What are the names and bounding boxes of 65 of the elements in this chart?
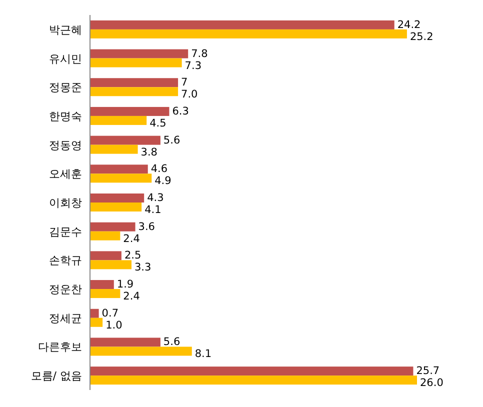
- data-label: 3.6: [138, 220, 156, 233]
- bar: [90, 231, 120, 240]
- data-label: 4.9: [154, 175, 172, 188]
- data-label: 1.9: [116, 278, 134, 291]
- data-label: 24.2: [397, 18, 421, 31]
- data-label: 7.8: [191, 48, 208, 60]
- y-tick-label: 다른후보: [38, 340, 82, 354]
- bar: [90, 164, 148, 174]
- y-tick-label: 이회창: [49, 196, 82, 210]
- y-tick-label: 모름/ 없음: [30, 370, 82, 383]
- bar: [90, 20, 394, 30]
- data-label: 8.1: [194, 348, 212, 360]
- bar: [90, 251, 122, 260]
- data-label: 4.5: [150, 117, 166, 130]
- y-tick-label: 김문수: [49, 225, 82, 238]
- data-label: 3.3: [134, 262, 152, 274]
- y-tick-label: 오세훈: [49, 168, 82, 181]
- bar: [90, 78, 178, 88]
- bar: [90, 29, 407, 38]
- data-label: 0.7: [102, 307, 119, 320]
- bar: [90, 338, 160, 347]
- bar: [90, 87, 178, 96]
- bar: [90, 194, 144, 202]
- y-tick-label: 한명숙: [49, 110, 82, 123]
- bar: [90, 280, 114, 290]
- y-tick-label: 손학규: [49, 254, 82, 268]
- data-label: 7: [181, 76, 188, 89]
- bar: [90, 116, 147, 125]
- data-label: 1.0: [106, 319, 122, 332]
- bar: [90, 346, 192, 356]
- data-label: 3.8: [140, 146, 158, 158]
- data-label: 2.5: [124, 250, 142, 262]
- y-tick-label: 정동영: [49, 138, 82, 152]
- y-tick-label: 박근혜: [49, 23, 82, 36]
- bar: [90, 136, 160, 145]
- y-tick-label: 정몽준: [49, 81, 82, 94]
- y-tick-label: 정운찬: [49, 283, 82, 296]
- data-label: 2.4: [123, 232, 140, 245]
- data-label: 7.0: [181, 88, 198, 101]
- bar: [90, 49, 188, 58]
- bar: [90, 222, 136, 232]
- bar: [90, 289, 120, 298]
- data-label: 25.2: [410, 30, 434, 43]
- data-label: 7.3: [184, 60, 202, 72]
- data-label: 26.0: [420, 377, 444, 390]
- bar: [90, 260, 132, 270]
- bar: [90, 366, 414, 376]
- bar: [90, 376, 417, 385]
- data-label: 5.6: [163, 134, 180, 146]
- bar: [90, 202, 142, 212]
- bar: [90, 318, 103, 327]
- y-tick-label: 정세균: [49, 312, 82, 325]
- bar: [90, 174, 152, 183]
- data-label: 6.3: [172, 105, 189, 118]
- data-label: 5.6: [163, 336, 180, 348]
- data-label: 2.4: [123, 290, 140, 303]
- y-tick-label: 유시민: [49, 52, 82, 66]
- bar: [90, 58, 182, 68]
- data-label: 25.7: [416, 365, 440, 378]
- bar: [90, 106, 170, 116]
- data-label: 4.6: [150, 163, 168, 176]
- bar: [90, 308, 99, 318]
- data-label: 4.1: [144, 204, 162, 216]
- data-label: 4.3: [147, 192, 164, 204]
- bar: [90, 144, 138, 154]
